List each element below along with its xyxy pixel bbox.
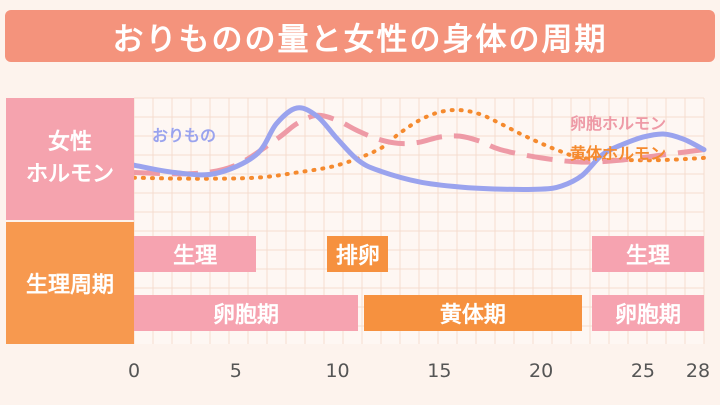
- legend-progesterone: 黄体ホルモン: [570, 144, 667, 163]
- x-tick-label: 15: [427, 360, 452, 382]
- series-line-dashed: [133, 112, 705, 177]
- phase-bar: 排卵: [327, 236, 389, 272]
- x-tick-label: 10: [325, 360, 350, 382]
- phase-bar: 卵胞期: [134, 295, 358, 331]
- x-tick-label: 25: [630, 360, 656, 382]
- chart-title: おりものの量と女性の身体の周期: [5, 10, 715, 62]
- legend-discharge: おりもの: [152, 126, 217, 145]
- phase-bar: 生理: [134, 236, 257, 272]
- series-line-solid: [131, 105, 707, 192]
- x-tick-label: 5: [229, 360, 242, 382]
- hormone-label-line2: ホルモン: [25, 162, 114, 187]
- phase-bar: 黄体期: [364, 295, 582, 331]
- x-tick-label: 28: [685, 360, 711, 382]
- x-tick-label: 20: [529, 360, 554, 382]
- series-lines: [131, 105, 707, 192]
- hormone-side-label: 女性 ホルモン: [6, 98, 134, 220]
- x-tick-label: 0: [127, 360, 141, 382]
- series-line-dotted: [132, 108, 706, 181]
- cycle-side-label: 生理周期: [6, 222, 134, 344]
- hormone-label-line1: 女性: [47, 130, 92, 155]
- phase-bar: 卵胞期: [592, 295, 704, 331]
- phase-bar: 生理: [592, 236, 704, 272]
- legend-estrogen: 卵胞ホルモン: [570, 114, 667, 133]
